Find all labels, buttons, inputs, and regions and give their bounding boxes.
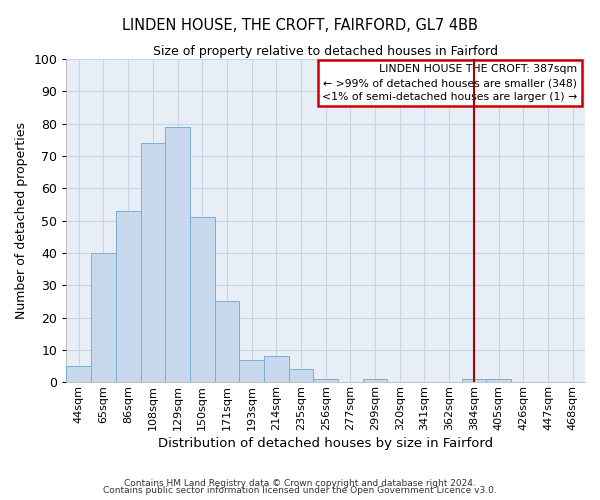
Text: Contains HM Land Registry data © Crown copyright and database right 2024.: Contains HM Land Registry data © Crown c… bbox=[124, 478, 476, 488]
Bar bbox=[289, 369, 313, 382]
Bar bbox=[91, 253, 116, 382]
Text: Contains public sector information licensed under the Open Government Licence v3: Contains public sector information licen… bbox=[103, 486, 497, 495]
Bar bbox=[67, 366, 91, 382]
X-axis label: Distribution of detached houses by size in Fairford: Distribution of detached houses by size … bbox=[158, 437, 493, 450]
Bar bbox=[165, 127, 190, 382]
Bar bbox=[190, 218, 215, 382]
Bar bbox=[116, 211, 140, 382]
Bar bbox=[215, 302, 239, 382]
Bar bbox=[363, 379, 388, 382]
Bar bbox=[461, 379, 486, 382]
Bar bbox=[313, 379, 338, 382]
Title: Size of property relative to detached houses in Fairford: Size of property relative to detached ho… bbox=[153, 45, 498, 58]
Text: LINDEN HOUSE, THE CROFT, FAIRFORD, GL7 4BB: LINDEN HOUSE, THE CROFT, FAIRFORD, GL7 4… bbox=[122, 18, 478, 32]
Bar bbox=[140, 143, 165, 382]
Y-axis label: Number of detached properties: Number of detached properties bbox=[15, 122, 28, 319]
Bar bbox=[486, 379, 511, 382]
Text: LINDEN HOUSE THE CROFT: 387sqm
← >99% of detached houses are smaller (348)
<1% o: LINDEN HOUSE THE CROFT: 387sqm ← >99% of… bbox=[322, 64, 577, 102]
Bar bbox=[264, 356, 289, 382]
Bar bbox=[239, 360, 264, 382]
